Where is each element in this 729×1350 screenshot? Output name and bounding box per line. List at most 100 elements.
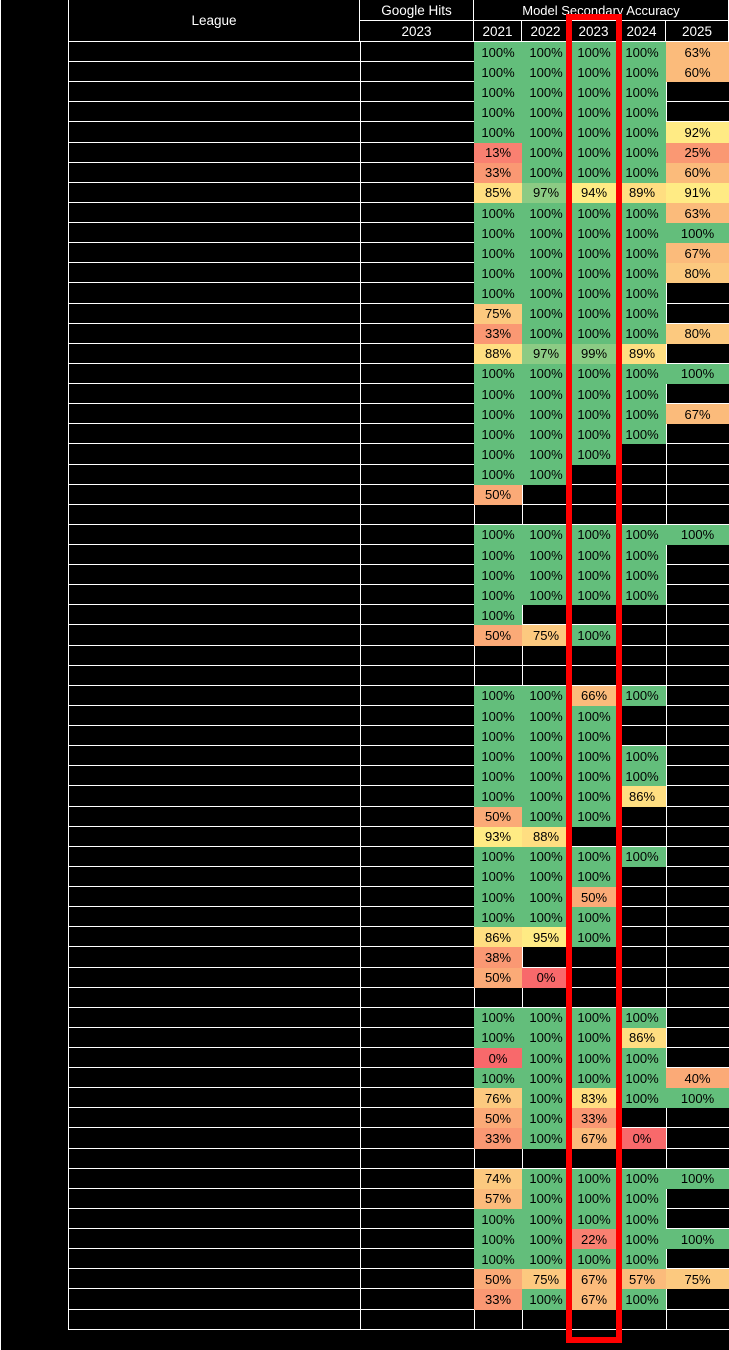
league-name-cell[interactable] — [68, 182, 360, 203]
accuracy-cell[interactable]: 100% — [618, 223, 666, 244]
accuracy-cell[interactable]: 89% — [618, 343, 666, 364]
accuracy-cell[interactable] — [666, 685, 729, 706]
accuracy-cell[interactable] — [666, 746, 729, 767]
google-hits-cell[interactable] — [360, 746, 474, 767]
google-hits-cell[interactable] — [360, 987, 474, 1008]
accuracy-cell[interactable] — [570, 484, 618, 505]
accuracy-cell[interactable]: 100% — [522, 806, 570, 827]
accuracy-cell[interactable]: 100% — [474, 524, 522, 545]
accuracy-cell[interactable]: 100% — [618, 424, 666, 445]
google-hits-cell[interactable] — [360, 766, 474, 787]
accuracy-cell[interactable] — [618, 907, 666, 928]
accuracy-cell[interactable] — [666, 1108, 729, 1129]
accuracy-cell[interactable] — [666, 625, 729, 646]
accuracy-cell[interactable]: 100% — [570, 162, 618, 183]
accuracy-cell[interactable] — [570, 665, 618, 686]
accuracy-cell[interactable]: 50% — [474, 806, 522, 827]
accuracy-cell[interactable]: 100% — [618, 1068, 666, 1089]
accuracy-cell[interactable]: 100% — [522, 766, 570, 787]
accuracy-cell[interactable] — [618, 987, 666, 1008]
google-hits-cell[interactable] — [360, 665, 474, 686]
accuracy-cell[interactable]: 100% — [474, 122, 522, 143]
accuracy-cell[interactable]: 100% — [570, 1188, 618, 1209]
google-hits-cell[interactable] — [360, 343, 474, 364]
accuracy-cell[interactable]: 0% — [474, 1048, 522, 1069]
accuracy-cell[interactable]: 33% — [570, 1108, 618, 1129]
accuracy-cell[interactable] — [666, 303, 729, 324]
league-name-cell[interactable] — [68, 484, 360, 505]
accuracy-cell[interactable]: 100% — [522, 82, 570, 103]
accuracy-cell[interactable]: 100% — [570, 866, 618, 888]
accuracy-cell[interactable]: 100% — [618, 82, 666, 103]
league-name-cell[interactable] — [68, 303, 360, 324]
accuracy-cell[interactable]: 100% — [522, 1048, 570, 1069]
accuracy-cell[interactable] — [666, 987, 729, 1008]
accuracy-cell[interactable]: 100% — [570, 142, 618, 163]
accuracy-cell[interactable] — [618, 605, 666, 626]
accuracy-cell[interactable]: 100% — [570, 705, 618, 727]
accuracy-cell[interactable]: 100% — [570, 223, 618, 244]
accuracy-cell[interactable]: 100% — [570, 1007, 618, 1028]
google-hits-cell[interactable] — [360, 62, 474, 83]
accuracy-cell[interactable]: 100% — [570, 1027, 618, 1048]
google-hits-cell[interactable] — [360, 726, 474, 747]
league-name-cell[interactable] — [68, 826, 360, 847]
accuracy-cell[interactable]: 100% — [570, 82, 618, 103]
google-hits-cell[interactable] — [360, 947, 474, 968]
accuracy-cell[interactable]: 100% — [618, 1168, 666, 1189]
accuracy-cell[interactable]: 100% — [474, 726, 522, 747]
accuracy-cell[interactable] — [618, 826, 666, 847]
accuracy-cell[interactable] — [666, 1309, 729, 1330]
google-hits-cell[interactable] — [360, 1168, 474, 1189]
league-name-cell[interactable] — [68, 927, 360, 948]
google-hits-cell[interactable] — [360, 1289, 474, 1310]
accuracy-cell[interactable]: 95% — [522, 927, 570, 948]
accuracy-cell[interactable]: 88% — [522, 826, 570, 847]
accuracy-cell[interactable]: 25% — [666, 142, 729, 163]
league-name-cell[interactable] — [68, 404, 360, 425]
accuracy-cell[interactable] — [666, 907, 729, 928]
accuracy-cell[interactable]: 63% — [666, 42, 729, 63]
league-name-cell[interactable] — [68, 1088, 360, 1109]
league-name-cell[interactable] — [68, 1048, 360, 1069]
google-hits-cell[interactable] — [360, 967, 474, 988]
google-hits-cell[interactable] — [360, 645, 474, 666]
accuracy-cell[interactable]: 100% — [474, 384, 522, 405]
accuracy-cell[interactable]: 100% — [522, 1088, 570, 1109]
google-hits-cell[interactable] — [360, 223, 474, 244]
accuracy-cell[interactable]: 100% — [474, 746, 522, 767]
league-name-cell[interactable] — [68, 1309, 360, 1330]
accuracy-cell[interactable]: 100% — [474, 585, 522, 606]
accuracy-cell[interactable]: 100% — [522, 1128, 570, 1149]
google-hits-cell[interactable] — [360, 1309, 474, 1330]
accuracy-cell[interactable]: 100% — [474, 786, 522, 807]
accuracy-cell[interactable] — [618, 806, 666, 827]
accuracy-cell[interactable]: 57% — [618, 1269, 666, 1290]
accuracy-cell[interactable]: 100% — [522, 162, 570, 183]
accuracy-cell[interactable]: 100% — [570, 565, 618, 586]
accuracy-cell[interactable]: 100% — [618, 565, 666, 586]
accuracy-cell[interactable]: 63% — [666, 202, 729, 224]
accuracy-cell[interactable]: 100% — [474, 424, 522, 445]
accuracy-cell[interactable]: 50% — [474, 1269, 522, 1290]
accuracy-cell[interactable] — [618, 866, 666, 888]
google-hits-cell[interactable] — [360, 806, 474, 827]
accuracy-cell[interactable]: 57% — [474, 1188, 522, 1209]
league-name-cell[interactable] — [68, 705, 360, 727]
league-name-cell[interactable] — [68, 605, 360, 626]
accuracy-cell[interactable]: 100% — [522, 524, 570, 545]
accuracy-cell[interactable]: 100% — [618, 283, 666, 304]
league-name-cell[interactable] — [68, 1208, 360, 1230]
accuracy-cell[interactable] — [666, 846, 729, 867]
league-name-cell[interactable] — [68, 625, 360, 646]
accuracy-cell[interactable]: 100% — [618, 746, 666, 767]
accuracy-cell[interactable]: 100% — [522, 444, 570, 465]
accuracy-cell[interactable] — [666, 444, 729, 465]
accuracy-cell[interactable]: 100% — [570, 1208, 618, 1230]
accuracy-cell[interactable]: 100% — [522, 1068, 570, 1089]
accuracy-cell[interactable] — [666, 866, 729, 888]
accuracy-cell[interactable]: 100% — [618, 384, 666, 405]
accuracy-cell[interactable] — [618, 464, 666, 485]
google-hits-cell[interactable] — [360, 1208, 474, 1230]
accuracy-cell[interactable] — [666, 605, 729, 626]
